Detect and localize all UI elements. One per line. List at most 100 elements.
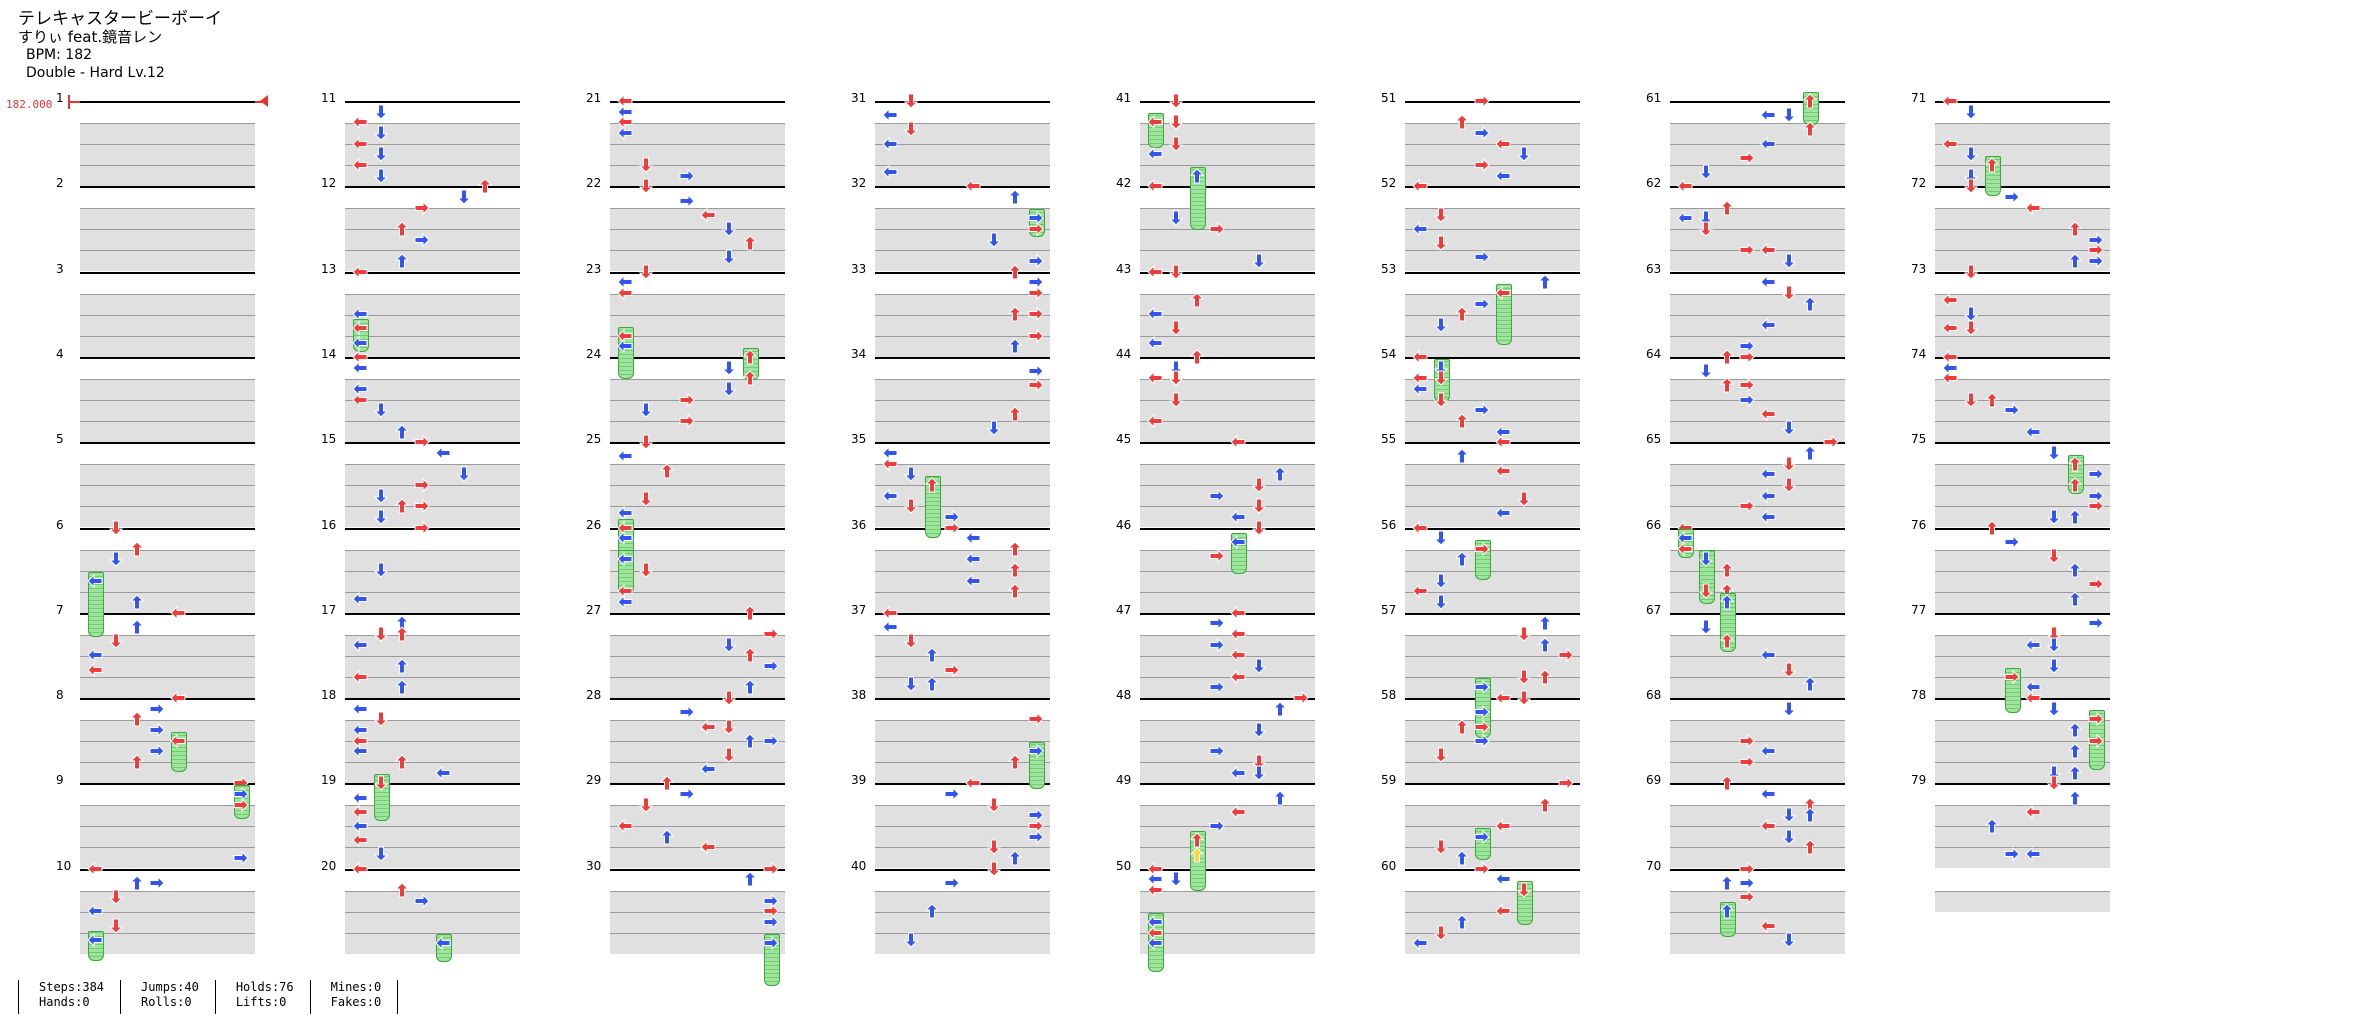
beat-band [875, 229, 1050, 251]
measure-number: 64 [1646, 346, 1662, 361]
arrow-down-icon [2045, 547, 2063, 565]
arrow-down-icon [902, 92, 920, 110]
measure-line [345, 442, 520, 445]
arrow-left-icon [351, 803, 369, 821]
arrow-right-icon [413, 497, 431, 515]
arrow-left-icon [2024, 636, 2042, 654]
arrow-right-icon [1738, 241, 1756, 259]
beat-band [80, 165, 255, 186]
arrow-up-icon [128, 593, 146, 611]
stat-group-steps: Steps:384 Hands:0 [18, 980, 120, 1014]
arrow-left-icon [1759, 785, 1777, 803]
measure-line [1670, 698, 1845, 701]
beat-band [1140, 741, 1315, 763]
measure: 64 [1646, 347, 1845, 442]
arrow-right-icon [943, 874, 961, 892]
stat-group-mines: Mines:0 Fakes:0 [309, 980, 398, 1014]
arrow-right-icon [2087, 465, 2105, 483]
measure-line [1935, 271, 2110, 274]
arrow-left-icon [351, 391, 369, 409]
beat-band [1405, 911, 1580, 933]
measure: 25 [586, 432, 785, 528]
arrow-right-icon [413, 199, 431, 217]
measure: 51 [1381, 91, 1580, 186]
arrow-down-icon [372, 508, 390, 526]
beat-band [1140, 805, 1315, 827]
arrow-left-icon [964, 572, 982, 590]
arrow-down-icon [1780, 252, 1798, 270]
measure-line [875, 356, 1050, 359]
arrow-left-icon [1229, 668, 1247, 686]
beat-band [345, 314, 520, 336]
beat-band [875, 911, 1050, 933]
beat-band [1405, 676, 1580, 698]
arrow-right-icon [2087, 732, 2105, 750]
measure: 49 [1116, 773, 1315, 869]
arrow-left-icon [964, 529, 982, 547]
beat-band [80, 293, 255, 315]
arrow-down-icon [1167, 135, 1185, 153]
measure-number: 71 [1911, 91, 1927, 105]
measure: 54 [1381, 347, 1580, 442]
measure-number: 51 [1381, 91, 1397, 105]
arrow-down-icon [985, 838, 1003, 856]
arrow-up-icon [923, 675, 941, 693]
arrow-down-icon [637, 433, 655, 451]
arrow-left-icon [881, 604, 899, 622]
beat-band [610, 720, 785, 742]
measure-number: 30 [586, 858, 602, 873]
arrow-right-icon [1027, 252, 1045, 270]
measure: 15 [321, 432, 520, 528]
arrow-left-icon [1494, 817, 1512, 835]
beat-band [610, 144, 785, 165]
measure-line [610, 527, 785, 530]
measure: 40 [851, 859, 1050, 954]
measure-line [345, 186, 520, 189]
arrow-left-icon [434, 764, 452, 782]
arrow-left-icon [699, 718, 717, 736]
measure-line [80, 186, 255, 189]
arrow-right-icon [2003, 668, 2021, 686]
arrow-left-icon [351, 668, 369, 686]
measure-line [610, 442, 785, 445]
arrow-up-icon [1453, 412, 1471, 430]
arrow-down-icon [902, 675, 920, 693]
arrow-left-icon [351, 831, 369, 849]
arrow-up-icon [741, 678, 759, 696]
measure: 71 [1911, 91, 2110, 186]
arrow-right-icon [232, 849, 250, 867]
arrow-up-icon [1718, 376, 1736, 394]
beat-band [1405, 123, 1580, 144]
arrow-left-icon [1759, 817, 1777, 835]
beat-band [875, 720, 1050, 742]
beat-band [80, 826, 255, 848]
arrow-right-icon [1473, 540, 1491, 558]
beat-band [1670, 165, 1845, 186]
arrow-right-icon [1027, 742, 1045, 760]
measure-number: 23 [586, 261, 602, 276]
arrow-up-icon [1718, 593, 1736, 611]
arrow-down-icon [720, 746, 738, 764]
beat-band [80, 720, 255, 742]
arrow-down-icon [1432, 572, 1450, 590]
measure-line [1140, 612, 1315, 615]
arrow-down-icon [1780, 455, 1798, 473]
measure-number: 66 [1646, 517, 1662, 532]
arrow-right-icon [2087, 614, 2105, 632]
arrow-left-icon [616, 337, 634, 355]
beat-band [875, 123, 1050, 144]
beat-band [1140, 762, 1315, 784]
arrow-right-icon [1208, 678, 1226, 696]
measure-number: 28 [586, 688, 602, 703]
measure: 74 [1911, 347, 2110, 442]
arrow-left-icon [1146, 177, 1164, 195]
arrow-right-icon [1027, 220, 1045, 238]
measure-number: 45 [1116, 432, 1132, 447]
arrow-down-icon [372, 487, 390, 505]
beat-band [1405, 826, 1580, 848]
arrow-down-icon [720, 220, 738, 238]
arrow-up-icon [2066, 220, 2084, 238]
arrow-left-icon [351, 860, 369, 878]
measure: 52 [1381, 176, 1580, 272]
arrow-right-icon [1473, 401, 1491, 419]
